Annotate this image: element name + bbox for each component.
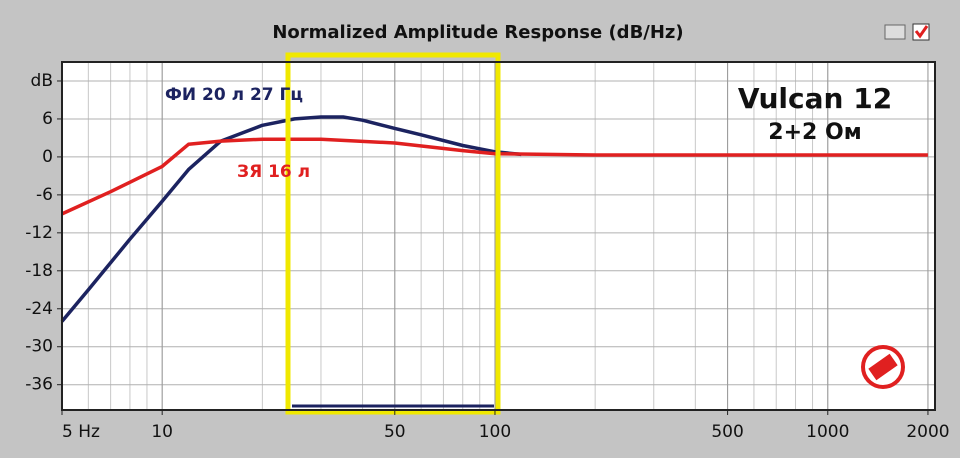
chart-title: Normalized Amplitude Response (dB/Hz) [272,22,683,43]
y-tick-label: -6 [36,185,53,205]
x-tick-label: 2000 [906,422,949,442]
y-tick-label: 0 [42,147,53,167]
annotation: Vulcan 12 [738,82,892,115]
y-tick-label: -24 [25,299,53,319]
icon[interactable] [884,24,906,40]
series-label: ФИ 20 л 27 Гц [165,85,303,105]
y-tick-label: 6 [42,109,53,129]
y-tick-label: dB [31,71,53,91]
x-tick-label: 500 [711,422,743,442]
y-tick-label: -18 [25,261,53,281]
check-mark [914,25,929,39]
lines [60,115,928,323]
logo-mark [868,353,898,381]
y-tick-label: -12 [25,223,53,243]
x-tick-label: 5 Hz [62,422,100,442]
annotation: 2+2 Ом [768,120,861,145]
y-tick-label: -30 [25,337,53,357]
grid [61,62,935,410]
series-line [60,115,522,323]
x-tick-label: 100 [479,422,511,442]
x-tick-label: 10 [151,422,173,442]
plot-border [61,61,936,411]
x-tick-label: 50 [384,422,406,442]
series-label: ЗЯ 16 л [237,162,310,182]
highlight-box [285,52,501,415]
y-tick-label: -36 [25,375,53,395]
x-tick-label: 1000 [806,422,849,442]
series-line [61,137,928,216]
